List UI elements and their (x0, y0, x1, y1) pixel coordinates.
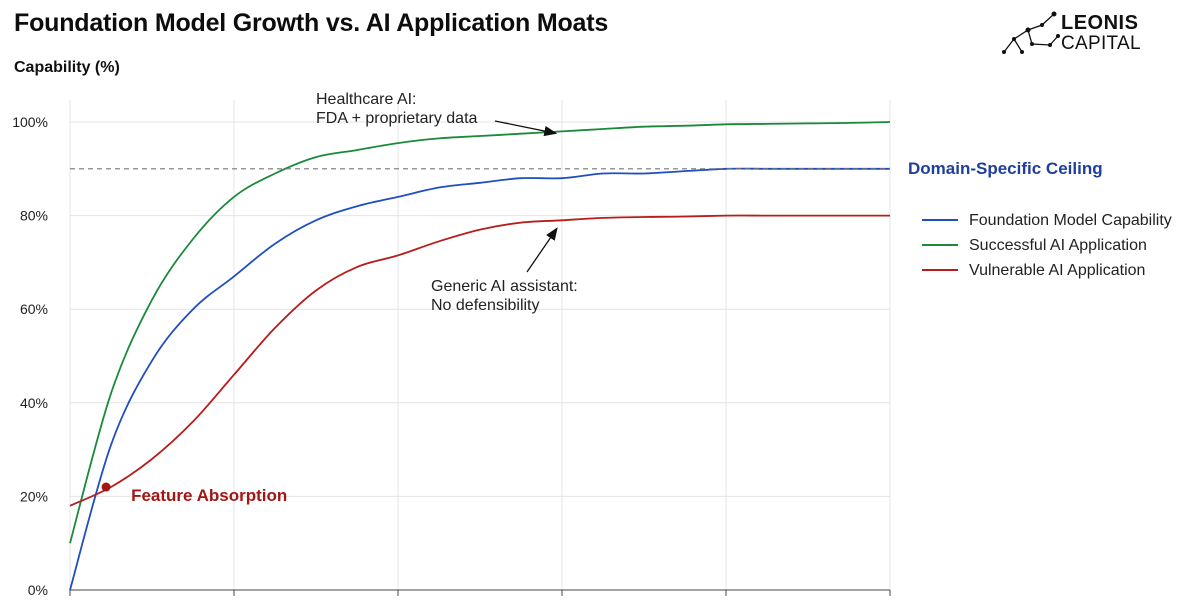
ceiling-label: Domain-Specific Ceiling (908, 159, 1103, 178)
y-tick-label: 100% (12, 114, 48, 130)
generic-annotation-arrow (526, 227, 558, 273)
logo-wordmark: LEONIS (1061, 12, 1139, 34)
logo-subtitle: CAPITAL (1061, 33, 1141, 54)
healthcare-annotation-line2: FDA + proprietary data (316, 110, 478, 127)
constellation-icon (1002, 11, 1060, 54)
generic-annotation-line2: No defensibility (431, 297, 540, 314)
series-line-successful-ai-application (69, 121, 891, 544)
y-tick-label: 60% (20, 301, 48, 317)
chart-title: Foundation Model Growth vs. AI Applicati… (14, 9, 609, 37)
healthcare-annotation-arrow (494, 120, 558, 137)
legend-label: Vulnerable AI Application (969, 262, 1145, 279)
feature-absorption-point (101, 482, 111, 492)
y-axis-label: Capability (%) (14, 59, 120, 76)
y-tick-label: 40% (20, 395, 48, 411)
series-line-foundation-model-capability (69, 167, 890, 591)
healthcare-annotation-line1: Healthcare AI: (316, 91, 417, 108)
y-tick-label: 0% (28, 582, 48, 598)
generic-annotation-line1: Generic AI assistant: (431, 278, 578, 295)
y-tick-label: 20% (20, 488, 48, 504)
legend-label: Successful AI Application (969, 237, 1147, 254)
y-tick-label: 80% (20, 208, 48, 224)
series-line-vulnerable-ai-application (69, 214, 890, 507)
feature-absorption-label: Feature Absorption (131, 486, 287, 505)
legend-label: Foundation Model Capability (969, 212, 1172, 229)
